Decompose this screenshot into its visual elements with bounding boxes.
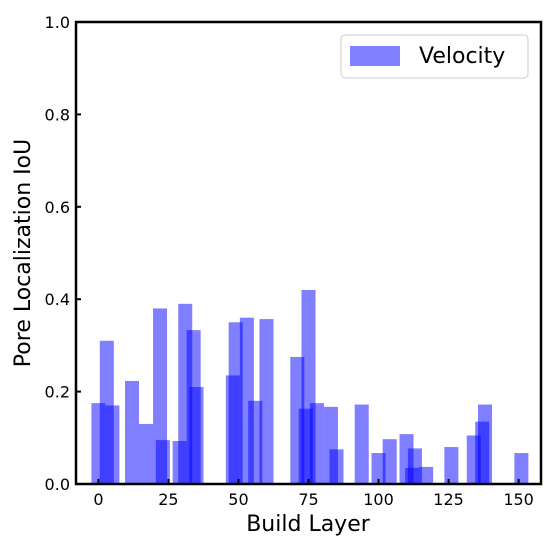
- bar: [371, 453, 386, 484]
- x-tick-label: 0: [93, 490, 103, 509]
- bar: [309, 403, 324, 484]
- y-tick-label: 0.0: [45, 475, 70, 494]
- bar: [248, 400, 263, 484]
- bar: [228, 322, 243, 484]
- bar: [382, 439, 397, 484]
- x-tick-label: 50: [228, 490, 248, 509]
- x-tick-label: 100: [363, 490, 394, 509]
- y-tick-label: 0.8: [45, 105, 70, 124]
- bar: [419, 466, 434, 484]
- bar: [105, 405, 120, 484]
- bar: [477, 404, 492, 484]
- y-tick-label: 0.6: [45, 198, 70, 217]
- legend-swatch: [350, 46, 400, 66]
- bar: [444, 447, 459, 484]
- legend-box: [340, 34, 529, 79]
- bar: [354, 404, 369, 484]
- x-tick-label: 150: [503, 490, 534, 509]
- x-tick-label: 25: [158, 490, 178, 509]
- y-tick-label: 0.2: [45, 383, 70, 402]
- x-axis: 0 25 50 75 100 125 150: [93, 479, 534, 509]
- y-axis: 0.0 0.2 0.4 0.6 0.8 1.0: [45, 13, 81, 494]
- x-axis-label: Build Layer: [246, 512, 371, 537]
- bar: [259, 319, 274, 484]
- y-tick-label: 0.4: [45, 290, 70, 309]
- bars-group: [91, 289, 529, 484]
- bar: [407, 448, 422, 484]
- bar: [329, 449, 344, 484]
- y-tick-label: 1.0: [45, 13, 70, 32]
- x-tick-label: 75: [298, 490, 318, 509]
- bar: [155, 440, 170, 484]
- legend-label: Velocity: [419, 44, 505, 69]
- bar: [125, 380, 140, 484]
- bar: [139, 423, 154, 484]
- legend: Velocity: [340, 34, 529, 79]
- y-axis-label: Pore Localization IoU: [11, 139, 36, 367]
- bar: [514, 453, 529, 484]
- x-tick-label: 125: [433, 490, 464, 509]
- bar: [189, 386, 204, 484]
